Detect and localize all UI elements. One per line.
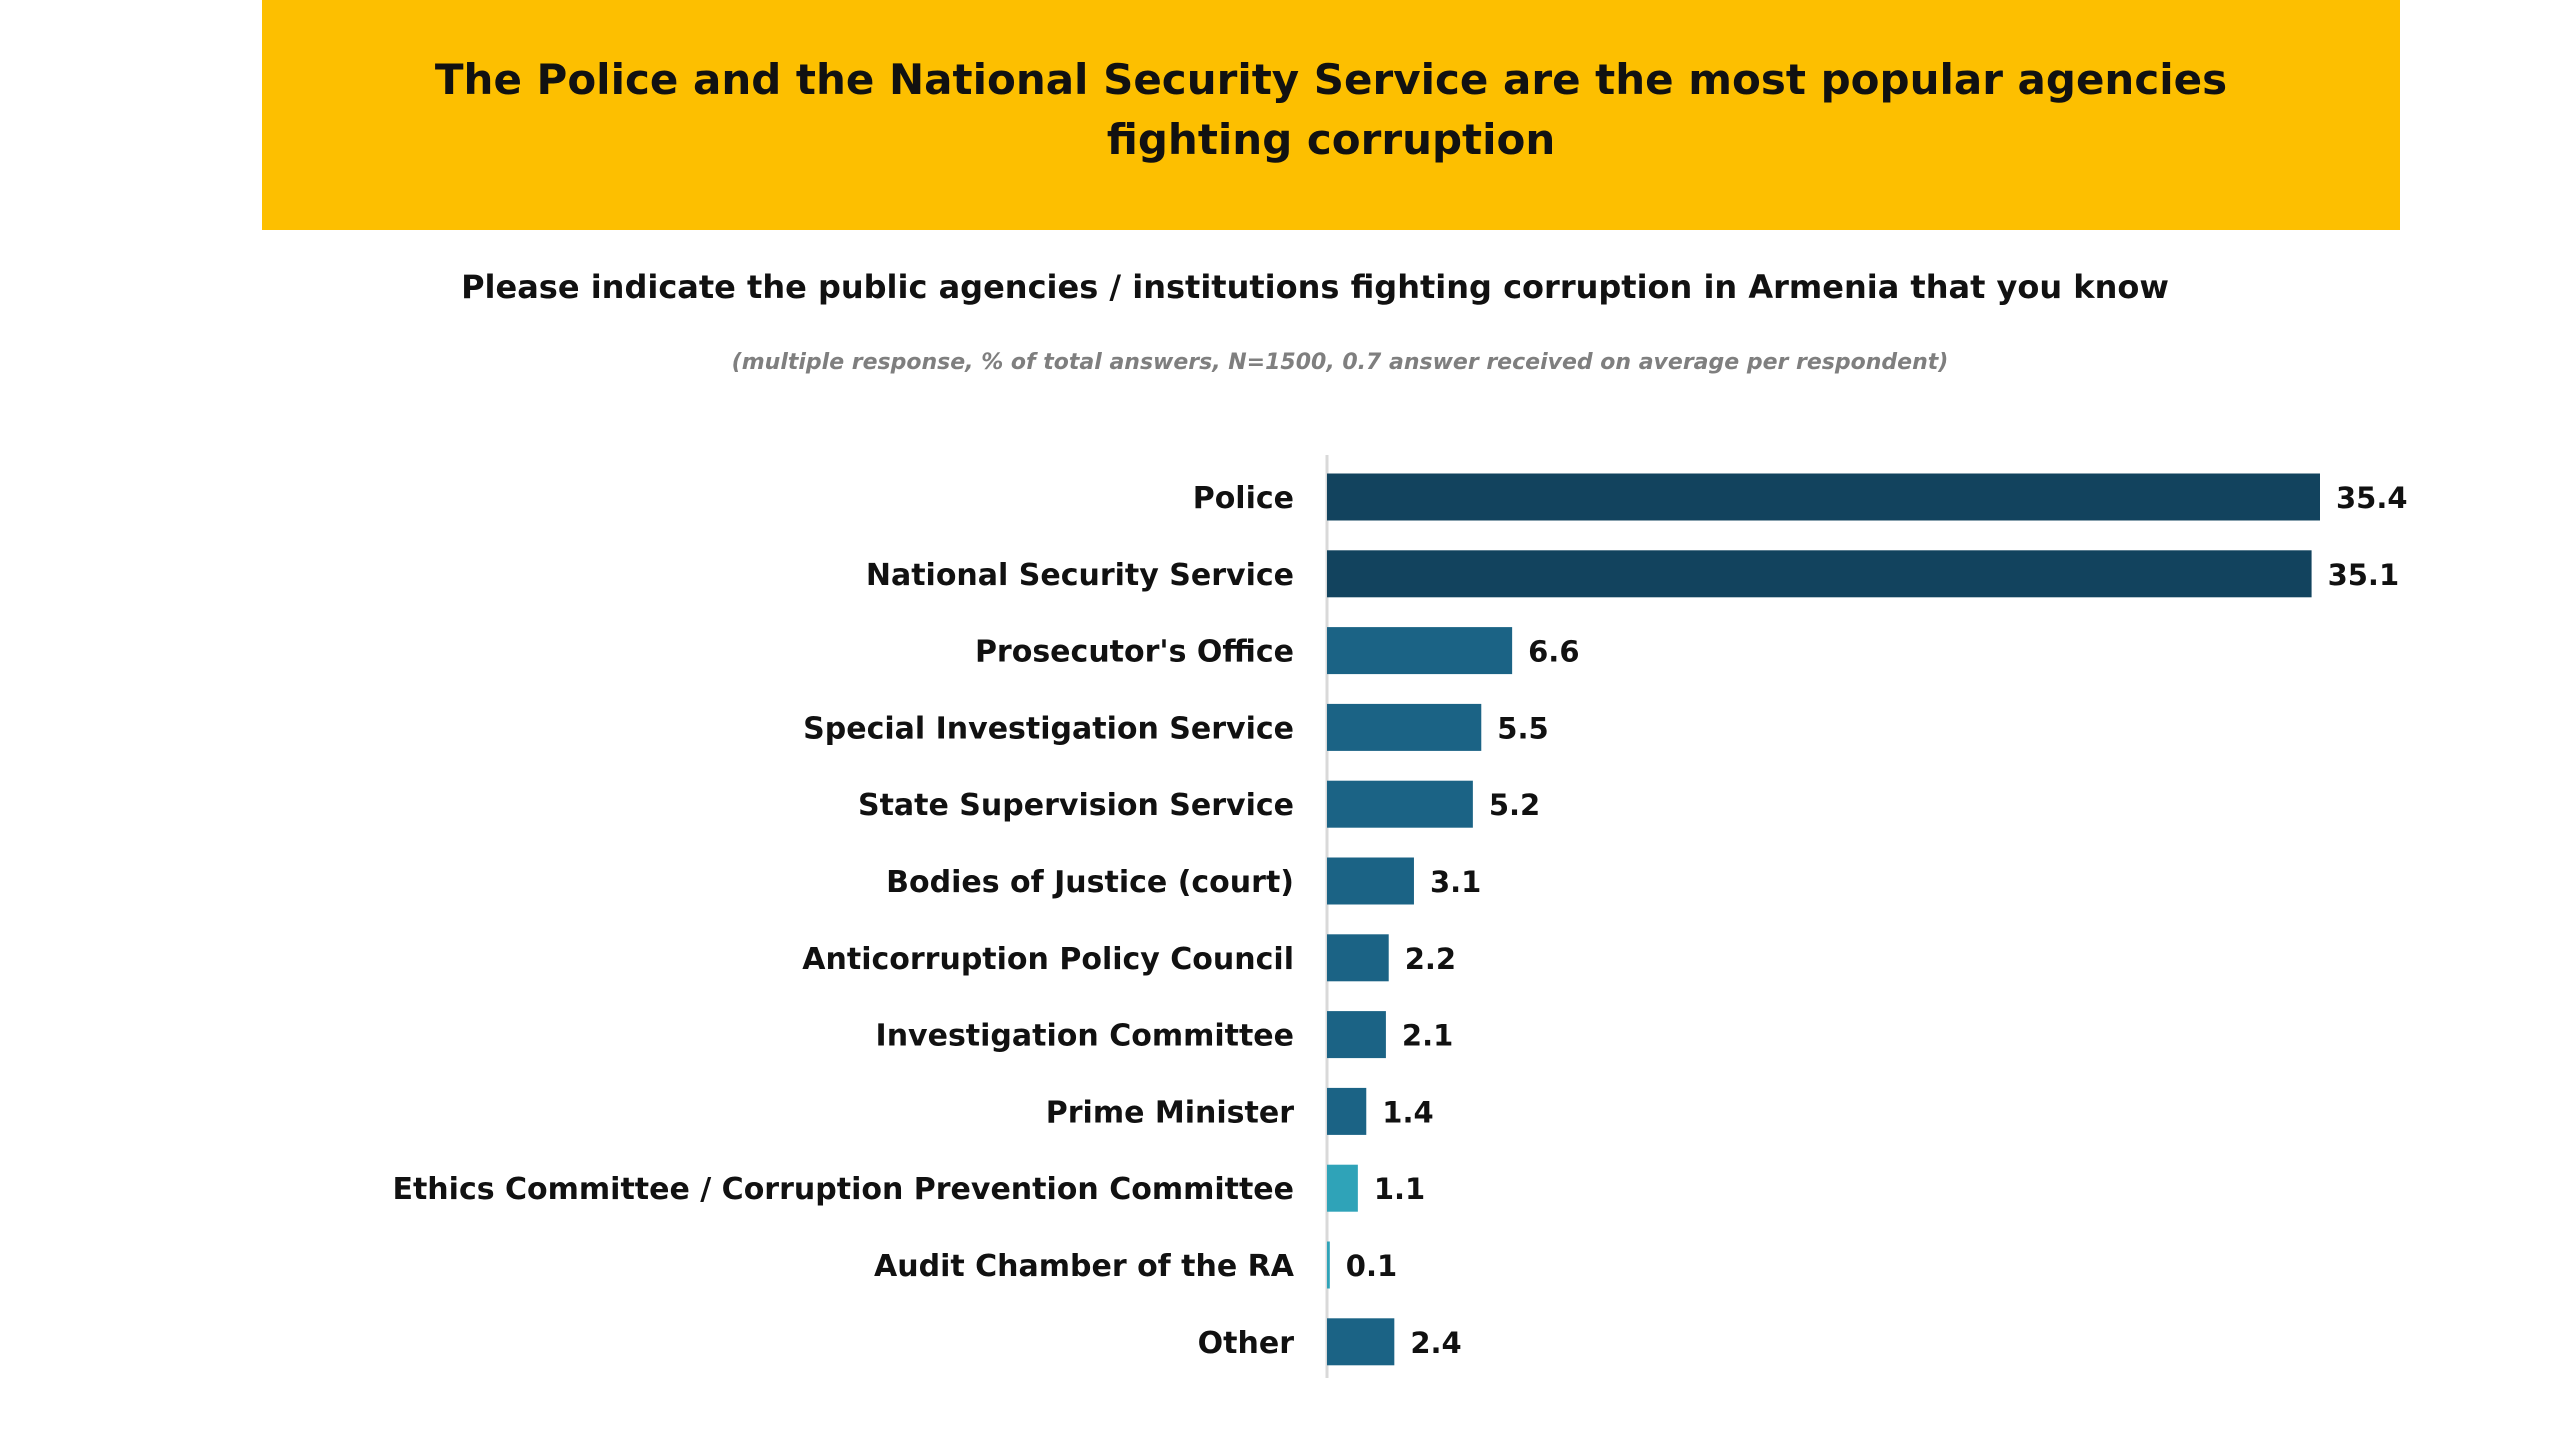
value-label: 5.2: [1489, 788, 1540, 822]
bar-0: [1327, 473, 2320, 521]
value-label: 2.4: [1410, 1326, 1461, 1360]
bar-7: [1327, 1011, 1386, 1059]
category-label: Prime Minister: [1046, 1095, 1294, 1130]
category-label: Investigation Committee: [876, 1019, 1294, 1054]
value-label: 2.1: [1402, 1019, 1453, 1053]
chart-note: (multiple response, % of total answers, …: [731, 350, 1949, 375]
category-label: Special Investigation Service: [803, 711, 1294, 746]
value-label: 3.1: [1430, 865, 1481, 899]
bar-2: [1327, 627, 1513, 675]
banner-title-line-1: The Police and the National Security Ser…: [434, 55, 2228, 104]
value-label: 1.4: [1382, 1095, 1433, 1129]
bar-4: [1327, 780, 1473, 828]
title-banner: The Police and the National Security Ser…: [262, 0, 2400, 230]
value-label: 1.1: [1374, 1172, 1425, 1206]
chart-question: Please indicate the public agencies / in…: [461, 268, 2169, 306]
value-label: 6.6: [1528, 635, 1579, 669]
bar-1: [1327, 550, 2312, 598]
bar-9: [1327, 1164, 1358, 1212]
category-label: National Security Service: [866, 558, 1294, 593]
bar-8: [1327, 1087, 1367, 1135]
category-label: Audit Chamber of the RA: [874, 1249, 1295, 1284]
value-label: 35.4: [2336, 481, 2408, 515]
category-label: Police: [1193, 481, 1294, 516]
bar-10: [1327, 1241, 1330, 1289]
value-label: 35.1: [2328, 558, 2400, 592]
banner-title-line-2: fighting corruption: [1106, 115, 1556, 164]
category-label: Bodies of Justice (court): [886, 865, 1294, 900]
value-label: 0.1: [1346, 1249, 1397, 1283]
bar-6: [1327, 934, 1389, 982]
bar-5: [1327, 857, 1414, 905]
category-label: Anticorruption Policy Council: [802, 942, 1294, 977]
category-label: Ethics Committee / Corruption Prevention…: [392, 1172, 1294, 1207]
category-label: Prosecutor's Office: [975, 635, 1294, 670]
bar-3: [1327, 703, 1482, 751]
value-label: 2.2: [1405, 942, 1456, 976]
value-label: 5.5: [1497, 711, 1548, 745]
category-label: State Supervision Service: [858, 788, 1294, 823]
category-label: Other: [1198, 1326, 1295, 1361]
bar-11: [1327, 1318, 1395, 1366]
